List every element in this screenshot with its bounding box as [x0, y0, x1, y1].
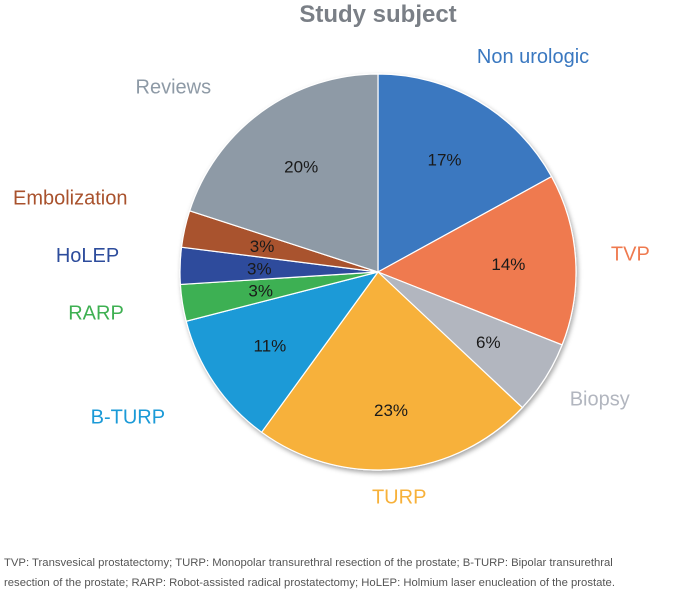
- chart-title: Study subject: [299, 1, 456, 28]
- slice-tvp: [376, 175, 577, 346]
- percent-label-tvp: 14%: [491, 255, 525, 274]
- percent-labels: 17% 14% 6% 23% 11% 3% 3% 3% 20%: [247, 151, 525, 421]
- pie-chart: Study subject 17% 14% 6% 23% 11% 3% 3% 3% 20% No…: [13, 1, 650, 509]
- category-labels: Non urologic TVP Biopsy TURP B-TURP RARP HoLEP…: [13, 46, 650, 509]
- footnote: TVP: Transvesical prostatectomy; TURP: M…: [4, 553, 688, 593]
- percent-label-b-turp: 11%: [254, 337, 287, 356]
- percent-label-turp: 23%: [374, 401, 408, 420]
- category-label-turp: TURP: [372, 487, 426, 509]
- percent-label-reviews: 20%: [284, 157, 318, 176]
- footnote-line-2: resection of the prostate; RARP: Robot-a…: [4, 577, 615, 589]
- slice-b-turp: [185, 271, 380, 434]
- category-label-holep: HoLEP: [56, 245, 119, 267]
- footnote-line-1: TVP: Transvesical prostatectomy; TURP: M…: [4, 557, 613, 569]
- percent-label-holep: 3%: [247, 259, 272, 278]
- percent-label-biopsy: 6%: [476, 333, 501, 352]
- category-label-embolization: Embolization: [13, 187, 128, 209]
- category-label-biopsy: Biopsy: [570, 388, 630, 410]
- category-label-tvp: TVP: [611, 243, 650, 265]
- pie-slices: [179, 73, 577, 471]
- category-label-non-urologic: Non urologic: [477, 46, 589, 68]
- percent-label-rarp: 3%: [248, 282, 273, 301]
- slice-reviews: [188, 73, 379, 273]
- slice-turp: [260, 271, 524, 471]
- category-label-rarp: RARP: [68, 302, 124, 324]
- slice-non-urologic: [377, 73, 553, 274]
- category-label-b-turp: B-TURP: [91, 407, 165, 429]
- percent-label-non-urologic: 17%: [427, 151, 461, 170]
- percent-label-embolization: 3%: [250, 237, 275, 256]
- category-label-reviews: Reviews: [136, 77, 212, 99]
